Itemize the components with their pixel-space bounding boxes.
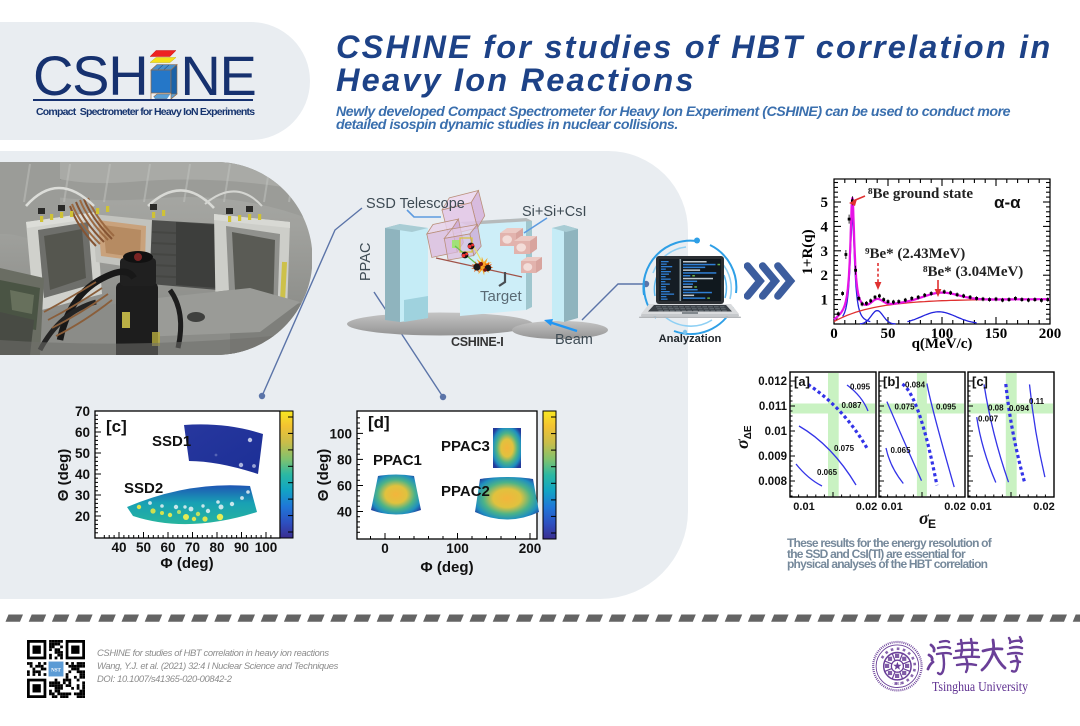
svg-text:1: 1	[821, 293, 829, 309]
svg-text:0.011: 0.011	[759, 401, 788, 413]
svg-text:0.065: 0.065	[891, 446, 912, 455]
svg-text:70: 70	[185, 540, 200, 555]
svg-text:60: 60	[75, 425, 90, 440]
svg-text:Analyzation: Analyzation	[659, 333, 722, 345]
svg-text:0: 0	[381, 541, 389, 556]
svg-text:1+R(q): 1+R(q)	[800, 229, 816, 274]
svg-text:Φ (deg): Φ (deg)	[160, 555, 213, 572]
svg-text:80: 80	[209, 540, 224, 555]
svg-text:[a]: [a]	[794, 374, 810, 389]
svg-text:Si+Si+CsI: Si+Si+CsI	[522, 204, 586, 220]
svg-text:0.009: 0.009	[758, 451, 787, 463]
svg-text:NST: NST	[51, 669, 61, 674]
svg-text:Target: Target	[480, 288, 523, 305]
svg-text:60: 60	[337, 479, 352, 494]
svg-text:[c]: [c]	[972, 374, 988, 389]
svg-text:0.11: 0.11	[1029, 397, 1045, 406]
svg-text:[d]: [d]	[368, 413, 390, 432]
svg-text:CSHINE-I: CSHINE-I	[451, 335, 503, 349]
svg-text:100: 100	[931, 326, 954, 342]
svg-text:90: 90	[234, 540, 249, 555]
svg-text:[c]: [c]	[106, 417, 127, 436]
svg-text:0.02: 0.02	[856, 501, 877, 513]
svg-text:σΔE: σΔE	[738, 425, 754, 449]
svg-text:·1911·: ·1911·	[892, 681, 903, 686]
svg-text:200: 200	[519, 541, 542, 556]
svg-text:0.02: 0.02	[944, 501, 965, 513]
svg-text:3: 3	[821, 244, 829, 260]
svg-text:⁸Be* (3.04MeV): ⁸Be* (3.04MeV)	[923, 264, 1023, 280]
svg-text:200: 200	[1039, 326, 1062, 342]
svg-text:20: 20	[75, 509, 90, 524]
svg-text:⁸Be ground state: ⁸Be ground state	[868, 186, 973, 202]
svg-text:30: 30	[75, 488, 90, 503]
svg-text:0.095: 0.095	[850, 383, 871, 392]
svg-text:0.02: 0.02	[1033, 501, 1054, 513]
svg-text:0: 0	[830, 326, 838, 342]
svg-text:PPAC1: PPAC1	[373, 452, 422, 469]
svg-text:2: 2	[821, 268, 829, 284]
svg-text:[b]: [b]	[883, 374, 900, 389]
svg-text:50: 50	[75, 446, 90, 461]
svg-text:0.01: 0.01	[970, 501, 991, 513]
svg-text:Θ (deg): Θ (deg)	[315, 449, 332, 502]
svg-text:100: 100	[329, 426, 352, 441]
svg-text:70: 70	[75, 404, 90, 419]
svg-text:SSD Telescope: SSD Telescope	[366, 196, 465, 212]
svg-text:SSD2: SSD2	[124, 480, 163, 497]
svg-text:100: 100	[255, 540, 278, 555]
svg-text:PPAC3: PPAC3	[441, 438, 490, 455]
svg-text:0.094: 0.094	[1009, 404, 1030, 413]
svg-text:0.01: 0.01	[793, 501, 814, 513]
svg-text:100: 100	[446, 541, 469, 556]
svg-text:0.075: 0.075	[895, 403, 916, 412]
svg-text:SSD1: SSD1	[152, 433, 191, 450]
svg-text:0.01: 0.01	[765, 426, 788, 438]
svg-text:60: 60	[160, 540, 175, 555]
svg-text:80: 80	[337, 452, 352, 467]
svg-text:0.084: 0.084	[905, 381, 926, 390]
svg-text:50: 50	[136, 540, 151, 555]
svg-text:0.01: 0.01	[881, 501, 902, 513]
svg-text:0.007: 0.007	[978, 415, 999, 424]
svg-text:0.008: 0.008	[758, 476, 787, 488]
svg-text:0.087: 0.087	[842, 401, 863, 410]
svg-text:α-α: α-α	[994, 193, 1021, 212]
svg-text:PPAC2: PPAC2	[441, 483, 490, 500]
svg-text:0.065: 0.065	[817, 468, 838, 477]
svg-text:150: 150	[985, 326, 1008, 342]
svg-text:40: 40	[111, 540, 126, 555]
svg-text:0.012: 0.012	[758, 376, 787, 388]
svg-text:0.095: 0.095	[936, 403, 957, 412]
svg-text:50: 50	[881, 326, 896, 342]
svg-text:4: 4	[821, 219, 829, 235]
svg-text:Θ (deg): Θ (deg)	[58, 449, 72, 502]
svg-text:40: 40	[75, 467, 90, 482]
svg-text:⁹Be* (2.43MeV): ⁹Be* (2.43MeV)	[865, 246, 965, 262]
svg-text:q(MeV/c): q(MeV/c)	[912, 336, 973, 352]
svg-text:0.075: 0.075	[834, 444, 855, 453]
svg-text:PPAC: PPAC	[358, 243, 374, 281]
svg-text:Beam: Beam	[555, 332, 593, 348]
svg-text:Φ (deg): Φ (deg)	[420, 559, 473, 576]
svg-text:E: E	[928, 517, 936, 531]
svg-text:40: 40	[337, 505, 352, 520]
svg-text:Tsinghua University: Tsinghua University	[932, 679, 1028, 694]
svg-text:σ: σ	[919, 508, 930, 528]
svg-text:0.08: 0.08	[988, 404, 1004, 413]
svg-text:5: 5	[821, 195, 829, 211]
